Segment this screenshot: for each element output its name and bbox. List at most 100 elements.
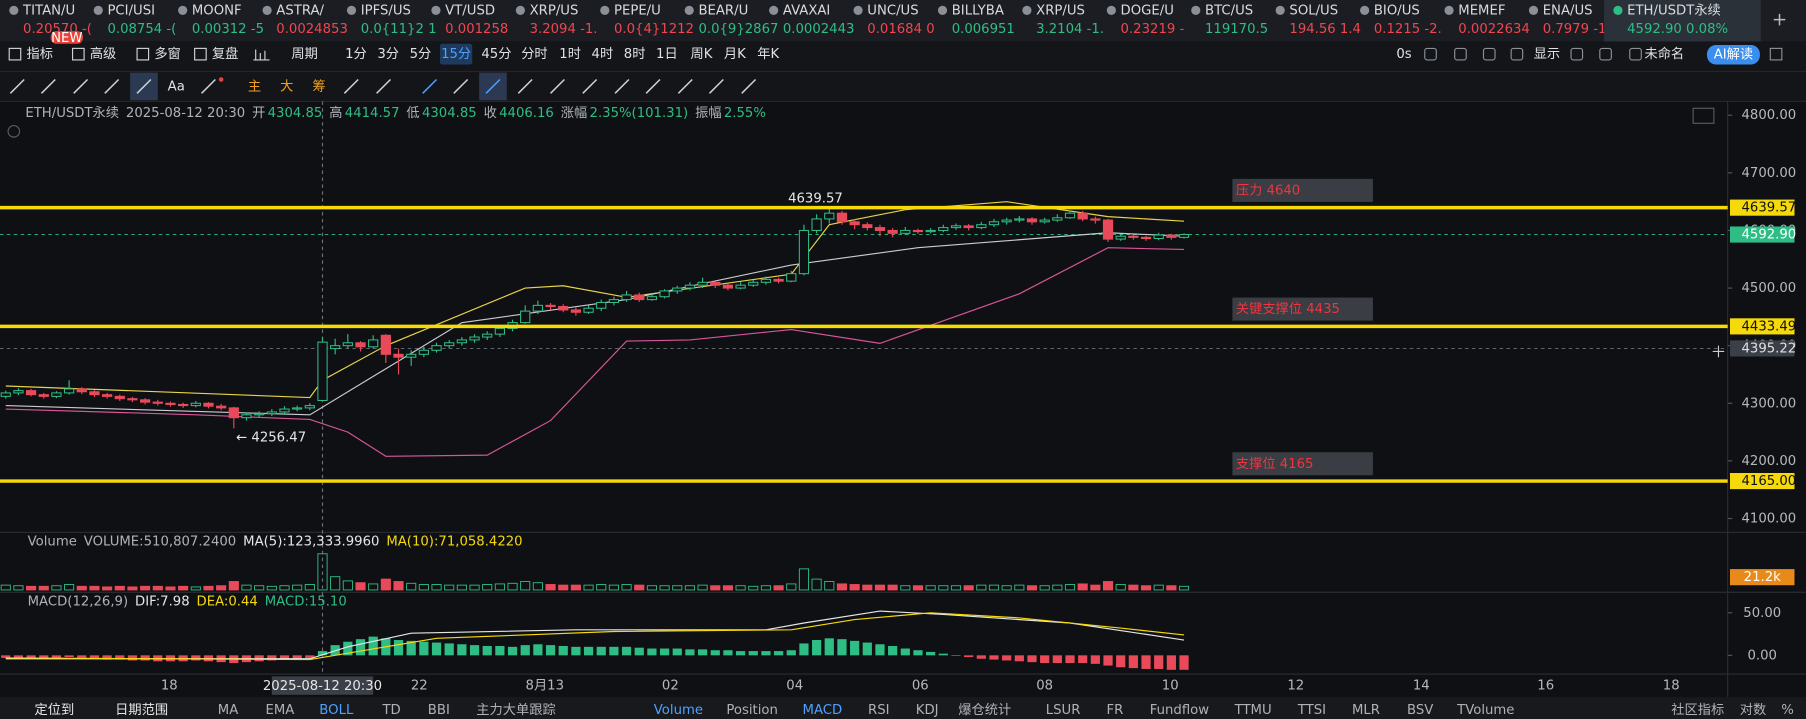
toolbar-item[interactable]: 多窗 bbox=[154, 45, 180, 62]
toolbar-right-item[interactable]: 显示 bbox=[1534, 47, 1560, 62]
sub-indicator-tab[interactable]: Volume bbox=[654, 703, 703, 718]
toolbar-icon[interactable] bbox=[1510, 47, 1524, 61]
toolbar-icon[interactable] bbox=[1424, 47, 1437, 61]
ticker-name[interactable]: SOL/US bbox=[1289, 3, 1338, 18]
drawing-tool-icon[interactable] bbox=[582, 78, 598, 94]
collapse-icon[interactable] bbox=[7, 125, 21, 138]
bottom-left-item[interactable]: 定位到 bbox=[35, 702, 75, 718]
sub-indicator-tab[interactable]: MLR bbox=[1352, 703, 1380, 718]
ticker-price[interactable]: 0.0002443 bbox=[783, 22, 855, 37]
sub-indicator-tab[interactable]: LSUR bbox=[1046, 703, 1081, 718]
ai-button-text[interactable]: AI解读 bbox=[1714, 47, 1753, 63]
toolbar-icon[interactable] bbox=[1769, 47, 1783, 61]
ticker-name[interactable]: BILLYBA bbox=[952, 3, 1004, 18]
drawing-tool-icon[interactable] bbox=[376, 78, 391, 94]
sub-indicator-tab[interactable]: TTSI bbox=[1297, 703, 1326, 718]
ticker-price[interactable]: 3.2104 -1. bbox=[1036, 22, 1104, 37]
ticker-name[interactable]: MEMEF bbox=[1458, 3, 1505, 18]
sub-indicator-tab[interactable]: TTMU bbox=[1234, 703, 1272, 718]
toolbar-item[interactable]: 复盘 bbox=[212, 45, 238, 62]
ticker-name[interactable]: PEPE/U bbox=[614, 3, 661, 18]
ticker-name[interactable]: BTC/US bbox=[1205, 3, 1253, 18]
ticker-price[interactable]: 0.23219 - bbox=[1121, 22, 1185, 37]
period-button[interactable]: 分时 bbox=[521, 46, 547, 62]
sub-indicator-tab[interactable]: KDJ bbox=[916, 703, 939, 718]
sub-indicator-tab[interactable]: TVolume bbox=[1456, 703, 1514, 718]
ticker-name[interactable]: ASTRA/ bbox=[276, 3, 324, 18]
main-indicator-tab[interactable]: TD bbox=[381, 703, 400, 718]
bottom-right-item[interactable]: % bbox=[1781, 703, 1794, 718]
ticker-name[interactable]: XRP/US bbox=[530, 3, 579, 18]
toolbar-icon[interactable] bbox=[1629, 47, 1642, 61]
period-button[interactable]: 15分 bbox=[441, 46, 471, 62]
ticker-name[interactable]: AVAXAI bbox=[783, 3, 830, 18]
ticker-price[interactable]: 0.0024853 bbox=[276, 22, 348, 37]
period-menu[interactable]: 周期 bbox=[291, 46, 317, 62]
main-indicator-tab[interactable]: BOLL bbox=[319, 703, 354, 718]
maximize-icon[interactable] bbox=[1692, 107, 1715, 124]
drawing-tool-icon[interactable] bbox=[741, 78, 757, 94]
ticker-name[interactable]: VT/USD bbox=[445, 3, 495, 18]
ticker-price[interactable]: 0.01684 0 bbox=[867, 22, 934, 37]
chip-tool[interactable]: 筹 bbox=[312, 77, 325, 94]
toolbar-icon[interactable] bbox=[1482, 47, 1496, 61]
drawing-tool-icon[interactable] bbox=[40, 78, 56, 94]
sub-indicator-tab[interactable]: Fundflow bbox=[1150, 703, 1209, 718]
ticker-price[interactable]: 0.006951 bbox=[952, 22, 1015, 37]
ticker-price[interactable]: 119170.5 bbox=[1205, 22, 1268, 37]
toolbar-icon[interactable] bbox=[1570, 47, 1584, 61]
ticker-name[interactable]: BEAR/U bbox=[698, 3, 748, 18]
drawing-tool-icon[interactable] bbox=[517, 78, 533, 94]
ticker-name[interactable]: DOGE/U bbox=[1121, 3, 1174, 18]
ticker-price[interactable]: 0.001258 bbox=[445, 22, 508, 37]
main-indicator-tab[interactable]: MA bbox=[218, 703, 238, 718]
chip-tool[interactable]: 大 bbox=[280, 78, 293, 94]
toolbar-item[interactable]: 高级 bbox=[90, 45, 116, 62]
drawing-tool-icon[interactable] bbox=[677, 78, 693, 94]
period-button[interactable]: 5分 bbox=[410, 46, 432, 62]
ticker-price[interactable]: 0.0{4}1212 bbox=[614, 22, 694, 37]
ticker-price[interactable]: 0.00312 -5 bbox=[192, 22, 264, 37]
ticker-price[interactable]: 0.0{11}2 1 bbox=[361, 22, 437, 37]
sub-indicator-tab[interactable]: FR bbox=[1107, 703, 1124, 718]
drawing-tool-icon[interactable] bbox=[104, 78, 120, 94]
drawing-tool-icon[interactable] bbox=[422, 78, 438, 94]
period-button[interactable]: 年K bbox=[757, 46, 779, 62]
period-button[interactable]: 8时 bbox=[624, 46, 646, 62]
ticker-price[interactable]: 194.56 1.4 bbox=[1289, 22, 1361, 37]
ticker-name[interactable]: BIO/US bbox=[1374, 3, 1420, 18]
drawing-tool-icon[interactable] bbox=[550, 78, 565, 94]
sub-indicator-tab[interactable]: RSI bbox=[868, 703, 889, 718]
ticker-name[interactable]: ETH/USDT永续 bbox=[1627, 2, 1721, 18]
drawing-tool-icon[interactable] bbox=[9, 78, 25, 94]
ticker-price[interactable]: 0.0{9}2867 bbox=[698, 22, 778, 37]
ticker-price[interactable]: 0.1215 -2. bbox=[1374, 22, 1442, 37]
ticker-name[interactable]: MOONF bbox=[192, 3, 242, 18]
period-button[interactable]: 1时 bbox=[559, 46, 581, 62]
bottom-right-item[interactable]: 对数 bbox=[1740, 702, 1766, 718]
period-button[interactable]: 3分 bbox=[377, 46, 399, 62]
period-button[interactable]: 月K bbox=[724, 47, 746, 62]
period-button[interactable]: 4时 bbox=[592, 46, 614, 62]
ticker-price[interactable]: 0.7979 -1. bbox=[1543, 22, 1611, 37]
drawing-tool-icon[interactable] bbox=[201, 78, 216, 94]
toolbar-icon[interactable] bbox=[1599, 47, 1612, 61]
period-button[interactable]: 1分 bbox=[345, 46, 367, 62]
chip-tool[interactable]: 主 bbox=[248, 78, 261, 94]
ticker-name[interactable]: TITAN/U bbox=[22, 3, 75, 18]
text-tool[interactable]: Aa bbox=[168, 79, 185, 94]
add-tab-icon[interactable] bbox=[1773, 13, 1786, 26]
drawing-tool-icon[interactable] bbox=[453, 78, 469, 94]
drawing-tool-icon[interactable] bbox=[343, 78, 359, 94]
drawing-tool-icon[interactable] bbox=[645, 78, 661, 94]
ticker-name[interactable]: PCI/USI bbox=[107, 3, 155, 18]
period-button[interactable]: 1日 bbox=[656, 47, 678, 62]
ticker-name[interactable]: ENA/US bbox=[1543, 3, 1593, 18]
toolbar-icon[interactable] bbox=[1454, 47, 1467, 61]
drawing-tool-icon[interactable] bbox=[73, 78, 89, 94]
sub-indicator-tab[interactable]: 爆仓统计 bbox=[958, 702, 1011, 718]
ai-button[interactable] bbox=[1706, 44, 1760, 65]
sub-indicator-tab[interactable]: Position bbox=[726, 703, 778, 718]
sub-indicator-tab[interactable]: BSV bbox=[1407, 703, 1433, 718]
main-indicator-tab[interactable]: 主力大单跟踪 bbox=[476, 702, 555, 718]
